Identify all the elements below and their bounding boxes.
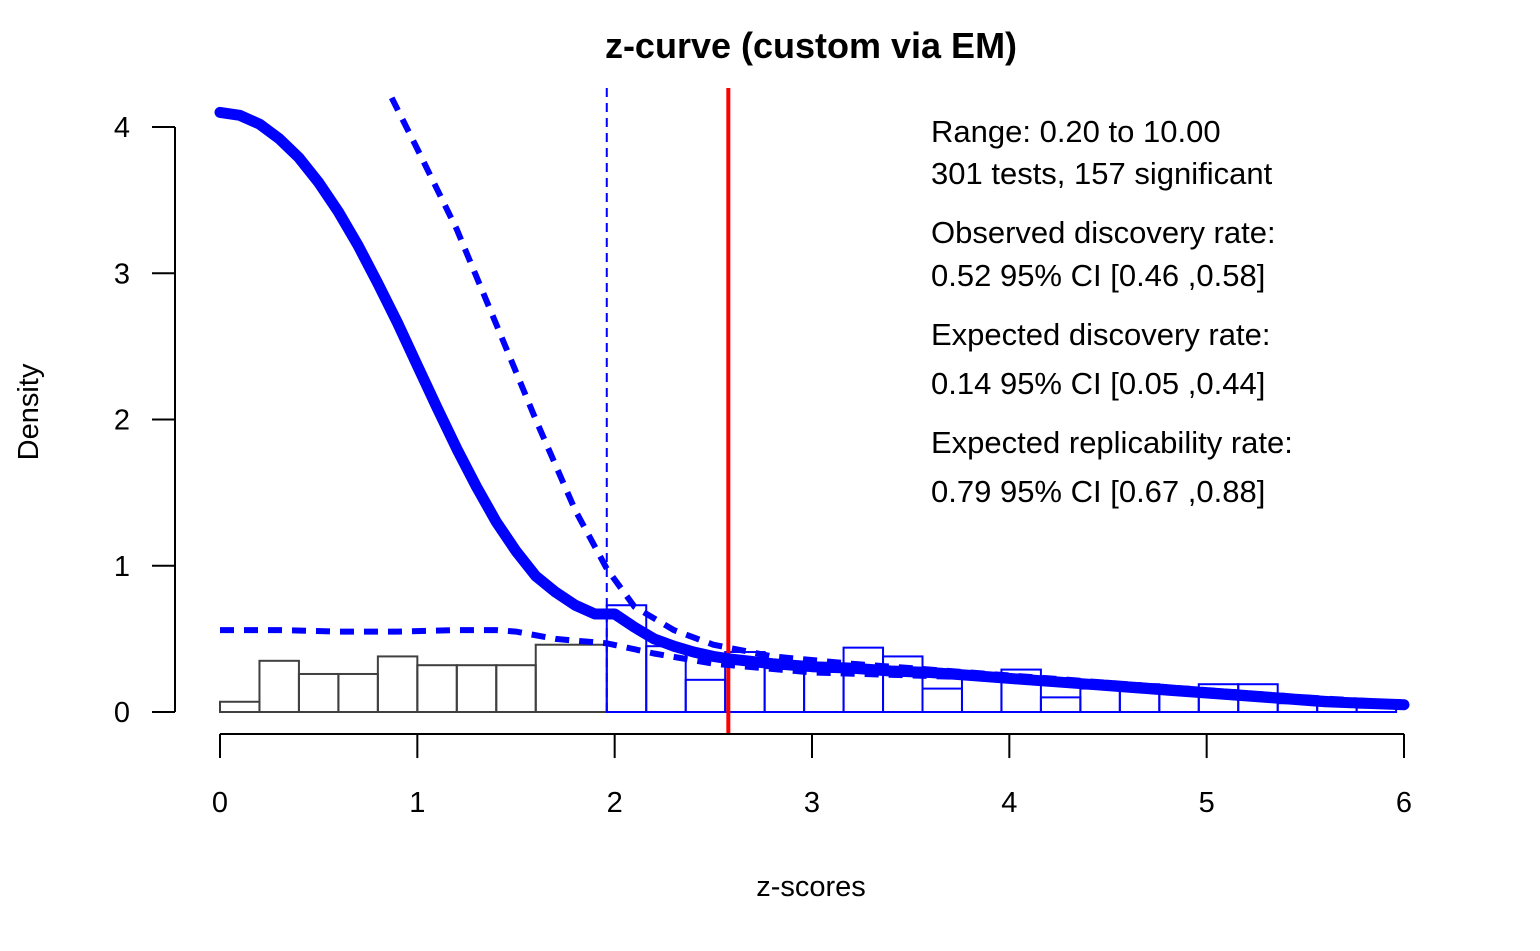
y-axis-label: Density — [13, 363, 45, 460]
histogram-bar-nonsignificant — [258, 659, 300, 713]
histogram-bar-nonsignificant — [337, 672, 379, 713]
x-tick-label: 1 — [409, 787, 425, 819]
info-text-block: Range: 0.20 to 10.00 301 tests, 157 sign… — [931, 114, 1293, 509]
ci-lower-line — [220, 627, 1405, 708]
info-tests: 301 tests, 157 significant — [931, 156, 1273, 191]
x-axis-label: z-scores — [756, 871, 866, 903]
info-err-value: 0.79 95% CI [0.67 ,0.88] — [931, 474, 1265, 509]
info-odr-value: 0.52 95% CI [0.46 ,0.58] — [931, 258, 1265, 293]
y-tick-label: 4 — [114, 112, 130, 144]
y-tick-label: 2 — [114, 405, 130, 437]
curve-lines — [214, 88, 1410, 734]
x-tick-label: 4 — [1001, 787, 1017, 819]
x-tick-label: 6 — [1396, 787, 1412, 819]
axes: 0 1 2 3 4 5 6 0 1 2 3 4 — [114, 112, 1412, 819]
info-edr-label: Expected discovery rate: — [931, 317, 1270, 352]
histogram-bar-significant — [921, 687, 963, 713]
histogram-bar-significant — [1000, 668, 1042, 714]
info-edr-value: 0.14 95% CI [0.05 ,0.44] — [931, 366, 1265, 401]
info-err-label: Expected replicability rate: — [931, 425, 1293, 460]
histogram-bar-nonsignificant — [495, 664, 537, 714]
histogram-bar-significant — [842, 646, 885, 714]
info-range: Range: 0.20 to 10.00 — [931, 114, 1221, 149]
histogram-bar-significant — [684, 678, 727, 714]
x-tick-label: 0 — [212, 787, 228, 819]
x-tick-label: 3 — [804, 787, 820, 819]
y-tick-label: 1 — [114, 551, 130, 583]
histogram-bar-significant — [882, 655, 924, 713]
histogram-bar-significant — [763, 667, 806, 713]
histogram-bar-nonsignificant — [219, 700, 261, 714]
histogram-bar-nonsignificant — [376, 655, 419, 713]
fitted-density-curve — [214, 106, 1410, 711]
x-tick-label: 5 — [1199, 787, 1215, 819]
histogram-bar-nonsignificant — [455, 664, 498, 714]
y-tick-label: 0 — [114, 697, 130, 729]
chart-title: z-curve (custom via EM) — [605, 25, 1017, 66]
histogram-bar-significant — [1039, 696, 1082, 713]
histogram-bar-significant — [1079, 687, 1121, 713]
histogram-bar-nonsignificant — [297, 672, 340, 713]
histogram-bar-nonsignificant — [416, 664, 458, 714]
y-tick-label: 3 — [114, 258, 130, 290]
x-tick-label: 2 — [607, 787, 623, 819]
info-odr-label: Observed discovery rate: — [931, 215, 1276, 250]
histogram-bar-nonsignificant — [534, 643, 608, 713]
